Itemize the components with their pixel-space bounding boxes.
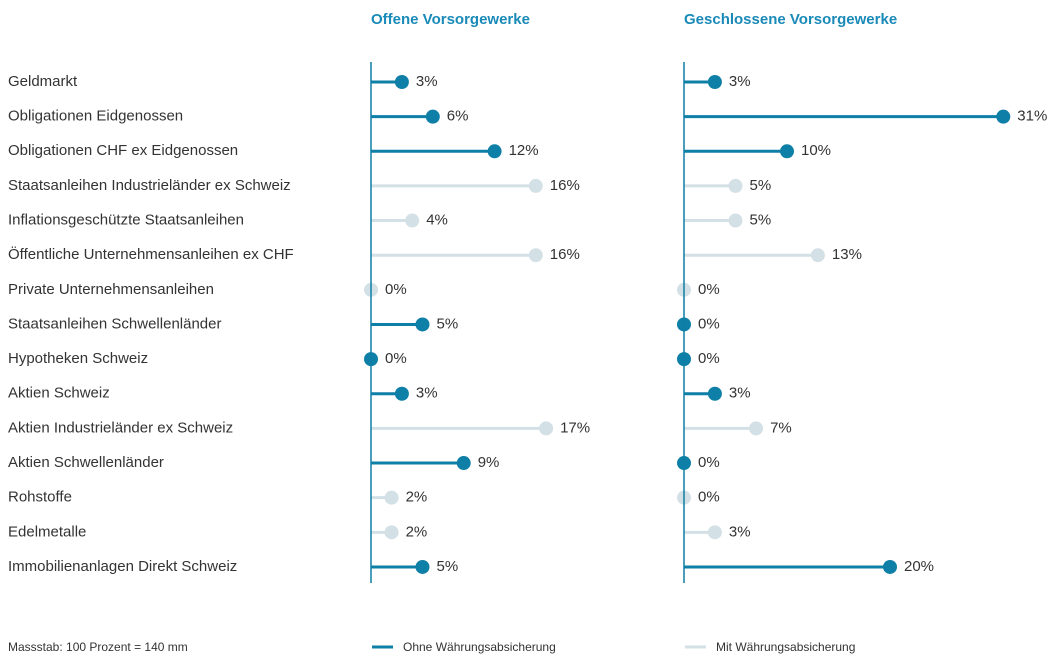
dot: [528, 248, 543, 263]
dot: [707, 386, 722, 401]
dot: [528, 178, 543, 193]
dot: [749, 421, 764, 436]
value-label: 16%: [550, 246, 580, 263]
category-label: Staatsanleihen Industrieländer ex Schwei…: [8, 177, 291, 194]
dot: [394, 386, 409, 401]
dot: [487, 144, 502, 159]
footnote: Massstab: 100 Prozent = 140 mm: [8, 640, 188, 654]
value-label: 0%: [698, 350, 720, 367]
panel-title: Offene Vorsorgewerke: [371, 11, 530, 28]
value-label: 0%: [385, 350, 407, 367]
value-label: 20%: [904, 558, 934, 575]
value-label: 2%: [406, 489, 428, 506]
dot: [394, 75, 409, 89]
value-label: 0%: [698, 315, 720, 332]
value-label: 9%: [478, 454, 500, 471]
dot: [415, 559, 430, 574]
value-label: 3%: [729, 385, 751, 402]
dot: [810, 248, 825, 263]
category-label: Aktien Schweiz: [8, 385, 110, 402]
value-label: 4%: [426, 212, 448, 229]
value-label: 2%: [406, 523, 428, 540]
dot: [539, 421, 554, 436]
dot: [883, 559, 897, 574]
category-label: Hypotheken Schweiz: [8, 350, 148, 367]
category-label: Edelmetalle: [8, 523, 86, 540]
value-label: 5%: [750, 212, 772, 229]
legend-label: Ohne Währungsabsicherung: [403, 640, 556, 654]
value-label: 6%: [447, 108, 469, 125]
dot: [405, 213, 420, 228]
value-label: 3%: [729, 73, 751, 90]
category-label: Geldmarkt: [8, 73, 78, 90]
value-label: 0%: [698, 281, 720, 298]
value-label: 5%: [750, 177, 772, 194]
value-label: 31%: [1017, 108, 1047, 125]
value-label: 3%: [416, 73, 438, 90]
category-label: Aktien Industrieländer ex Schweiz: [8, 419, 233, 436]
value-label: 7%: [770, 419, 792, 436]
category-label: Immobilienanlagen Direkt Schweiz: [8, 558, 237, 575]
dot: [780, 144, 794, 159]
dot: [707, 75, 722, 89]
dot: [415, 317, 430, 332]
panel-title: Geschlossene Vorsorgewerke: [684, 11, 897, 28]
dot: [384, 490, 399, 505]
dot: [707, 525, 722, 540]
dot: [728, 178, 743, 193]
dot: [456, 456, 471, 471]
value-label: 10%: [801, 142, 831, 159]
value-label: 0%: [385, 281, 407, 298]
category-label: Aktien Schwellenländer: [8, 454, 164, 471]
value-label: 12%: [509, 142, 539, 159]
value-label: 13%: [832, 246, 862, 263]
value-label: 0%: [698, 454, 720, 471]
category-label: Obligationen Eidgenossen: [8, 108, 183, 125]
value-label: 0%: [698, 489, 720, 506]
category-label: Rohstoffe: [8, 489, 72, 506]
dot: [384, 525, 399, 540]
dot: [425, 109, 440, 124]
dot: [996, 109, 1011, 124]
legend-label: Mit Währungsabsicherung: [716, 640, 855, 654]
value-label: 3%: [729, 523, 751, 540]
value-label: 5%: [437, 315, 459, 332]
category-label: Staatsanleihen Schwellenländer: [8, 315, 221, 332]
category-label: Inflationsgeschützte Staatsanleihen: [8, 212, 244, 229]
value-label: 17%: [560, 419, 590, 436]
category-label: Private Unternehmensanleihen: [8, 281, 214, 298]
value-label: 5%: [437, 558, 459, 575]
category-label: Öffentliche Unternehmensanleihen ex CHF: [8, 245, 294, 263]
value-label: 3%: [416, 385, 438, 402]
dot: [728, 213, 743, 228]
category-label: Obligationen CHF ex Eidgenossen: [8, 142, 238, 159]
value-label: 16%: [550, 177, 580, 194]
